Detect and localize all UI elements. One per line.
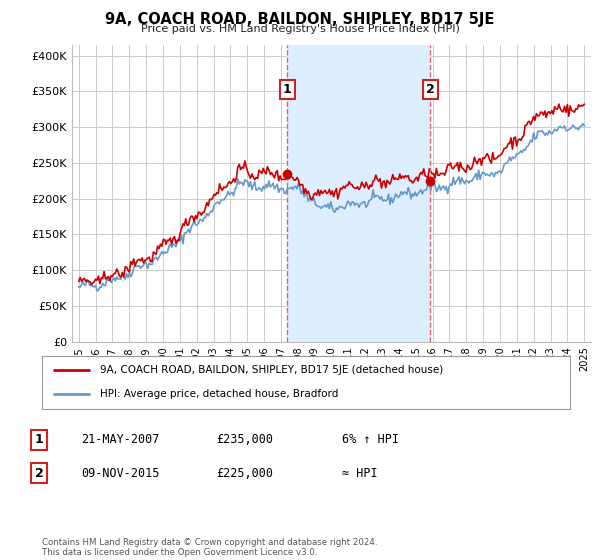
Text: 21-MAY-2007: 21-MAY-2007: [81, 433, 160, 446]
Text: 2: 2: [426, 83, 434, 96]
Bar: [287, 45, 430, 342]
Text: Contains HM Land Registry data © Crown copyright and database right 2024.
This d: Contains HM Land Registry data © Crown c…: [42, 538, 377, 557]
Text: 09-NOV-2015: 09-NOV-2015: [81, 466, 160, 480]
Text: ≈ HPI: ≈ HPI: [342, 466, 377, 480]
Text: 9A, COACH ROAD, BAILDON, SHIPLEY, BD17 5JE: 9A, COACH ROAD, BAILDON, SHIPLEY, BD17 5…: [106, 12, 494, 27]
Text: Price paid vs. HM Land Registry's House Price Index (HPI): Price paid vs. HM Land Registry's House …: [140, 24, 460, 34]
Text: £235,000: £235,000: [216, 433, 273, 446]
Text: 2: 2: [35, 466, 43, 480]
Text: 9A, COACH ROAD, BAILDON, SHIPLEY, BD17 5JE (detached house): 9A, COACH ROAD, BAILDON, SHIPLEY, BD17 5…: [100, 365, 443, 375]
Text: 1: 1: [283, 83, 292, 96]
Text: HPI: Average price, detached house, Bradford: HPI: Average price, detached house, Brad…: [100, 389, 338, 399]
Text: 1: 1: [35, 433, 43, 446]
Text: £225,000: £225,000: [216, 466, 273, 480]
Text: 6% ↑ HPI: 6% ↑ HPI: [342, 433, 399, 446]
